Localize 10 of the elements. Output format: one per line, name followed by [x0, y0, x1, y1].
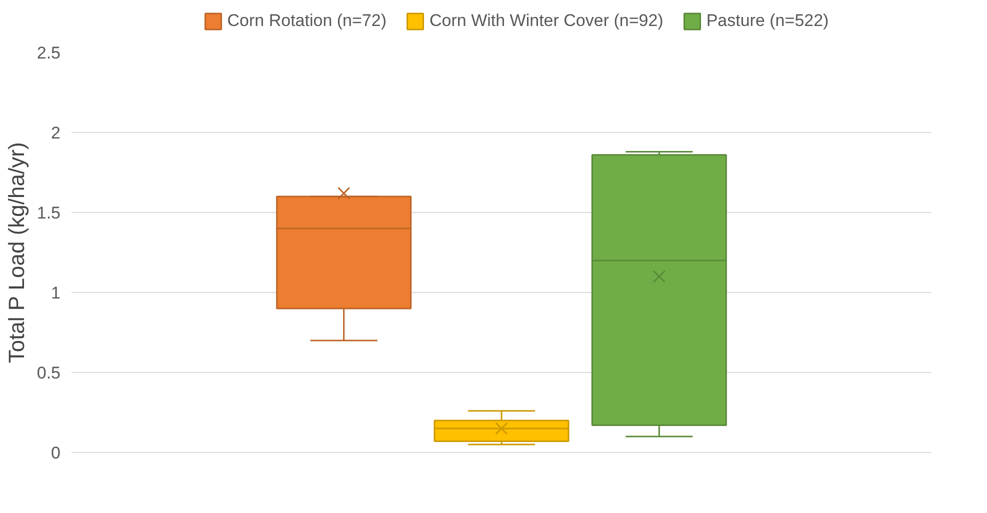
y-tick-label: 2 — [51, 124, 61, 142]
y-tick-label: 1 — [51, 284, 61, 302]
y-tick-label: 2.5 — [36, 44, 61, 62]
legend-label: Corn With Winter Cover (n=92) — [430, 11, 664, 31]
legend-label: Corn Rotation (n=72) — [227, 11, 387, 31]
y-tick-label: 1.5 — [36, 204, 61, 222]
y-tick-label: 0 — [51, 444, 61, 462]
y-axis-title: Total P Load (kg/ha/yr) — [4, 142, 29, 364]
y-tick-label: 0.5 — [36, 364, 61, 382]
legend-label: Pasture (n=522) — [706, 11, 829, 31]
